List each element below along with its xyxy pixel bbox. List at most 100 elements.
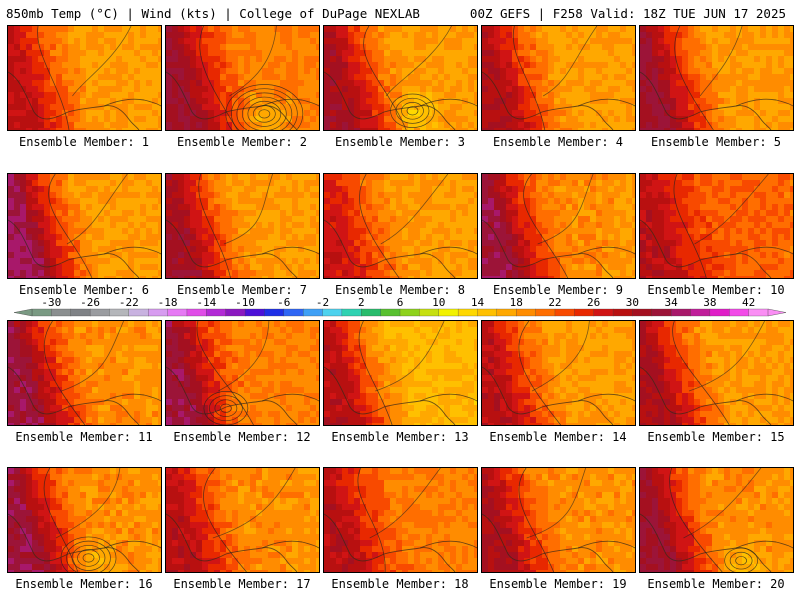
temperature-field [640, 468, 793, 572]
colorbar-tick-label: 22 [548, 296, 561, 309]
height-contour [48, 174, 93, 278]
colorbar-tick-label: -18 [158, 296, 178, 309]
temperature-field [166, 174, 319, 278]
ensemble-member-map [481, 467, 636, 573]
ensemble-member-caption: Ensemble Member: 2 [176, 135, 308, 149]
height-contour [198, 174, 231, 278]
colorbar-swatch [70, 308, 91, 317]
ensemble-member-caption: Ensemble Member: 20 [647, 577, 785, 591]
ensemble-member-map [7, 467, 162, 573]
temperature-field [324, 468, 477, 572]
low-pressure-contour [214, 399, 238, 417]
ensemble-member-caption: Ensemble Member: 6 [18, 283, 150, 297]
colorbar-tick-label: 42 [742, 296, 755, 309]
coastline [166, 219, 298, 278]
coastline [8, 71, 140, 130]
coastline [577, 393, 635, 402]
colorbar-swatch [457, 308, 478, 317]
colorbar-tick-label: -26 [80, 296, 100, 309]
low-pressure-contour [406, 106, 419, 116]
coastline [419, 540, 477, 549]
model-run-valid-time: 00Z GEFS | F258 Valid: 18Z TUE JUN 17 20… [469, 6, 786, 21]
colorbar-tick-label: 38 [703, 296, 716, 309]
height-contour [218, 321, 270, 392]
colorbar-swatch [186, 308, 207, 317]
colorbar-swatch [128, 308, 149, 317]
low-pressure-contour [66, 540, 111, 572]
ensemble-member-map [7, 173, 162, 279]
temperature-field [324, 26, 477, 130]
colorbar-swatch [264, 308, 285, 317]
temperature-field [482, 174, 635, 278]
colorbar-swatch [690, 308, 711, 317]
height-contour [531, 321, 590, 392]
coastline [419, 393, 477, 402]
low-pressure-contour [71, 544, 106, 571]
ensemble-member-map [323, 25, 478, 131]
colorbar-tick-label: -30 [41, 296, 61, 309]
ensemble-member-caption: Ensemble Member: 16 [15, 577, 153, 591]
colorbar-swatch [516, 308, 537, 317]
height-contour [223, 174, 273, 245]
colorbar-swatch [496, 308, 517, 317]
height-contour [518, 468, 555, 572]
ensemble-member-caption: Ensemble Member: 5 [650, 135, 782, 149]
height-contour [61, 321, 124, 392]
coastline [8, 219, 140, 278]
low-pressure-contour [236, 92, 293, 130]
ensemble-member-map [323, 320, 478, 426]
height-contour [526, 468, 587, 539]
low-pressure-contour [225, 84, 304, 130]
coastline [577, 540, 635, 549]
low-pressure-contour [230, 88, 298, 130]
height-contour [66, 174, 128, 245]
ensemble-member-map [481, 25, 636, 131]
coastline [261, 393, 319, 402]
coastline [8, 366, 140, 425]
height-contour [43, 321, 86, 425]
ensemble-member-caption: Ensemble Member: 17 [173, 577, 311, 591]
temperature-field [166, 321, 319, 425]
ensemble-member-map [165, 467, 320, 573]
colorbar-swatch [322, 308, 343, 317]
colorbar-swatch [89, 308, 110, 317]
coastline [103, 393, 161, 402]
height-contour [212, 468, 296, 539]
height-contour [375, 321, 445, 392]
colorbar-swatch [361, 308, 382, 317]
colorbar-tick-label: 34 [665, 296, 679, 309]
ensemble-member-map [7, 320, 162, 426]
ensemble-member-map [481, 320, 636, 426]
temperature-field [482, 468, 635, 572]
temperature-field [166, 468, 319, 572]
low-pressure-contour [395, 97, 430, 124]
temperature-field [8, 321, 161, 425]
ensemble-member-caption: Ensemble Member: 14 [489, 430, 627, 444]
coastline [577, 246, 635, 255]
coastline [166, 71, 298, 130]
colorbar-tick-label: 6 [397, 296, 404, 309]
colorbar-tick-label: 30 [626, 296, 639, 309]
colorbar-tick-label: -2 [316, 296, 329, 309]
coastline [482, 366, 614, 425]
colorbar-tick-label: 2 [358, 296, 365, 309]
colorbar-swatch [380, 308, 401, 317]
low-pressure-contour [735, 556, 747, 566]
height-contour [518, 321, 562, 425]
temperature-field [8, 468, 161, 572]
colorbar-swatch [148, 308, 169, 317]
coastline [482, 219, 614, 278]
ensemble-member-caption: Ensemble Member: 11 [15, 430, 153, 444]
colorbar-swatch [574, 308, 595, 317]
map-title: 850mb Temp (°C) | Wind (kts) | College o… [6, 6, 420, 21]
coastline [103, 246, 161, 255]
coastline [482, 71, 614, 130]
coastline [735, 98, 793, 107]
temperature-field [482, 321, 635, 425]
colorbar-swatch [244, 308, 265, 317]
colorbar-swatch [51, 308, 72, 317]
colorbar-swatch [612, 308, 633, 317]
low-pressure-contour [258, 109, 271, 119]
colorbar-tick-label: -22 [119, 296, 139, 309]
low-pressure-contour [247, 100, 282, 127]
